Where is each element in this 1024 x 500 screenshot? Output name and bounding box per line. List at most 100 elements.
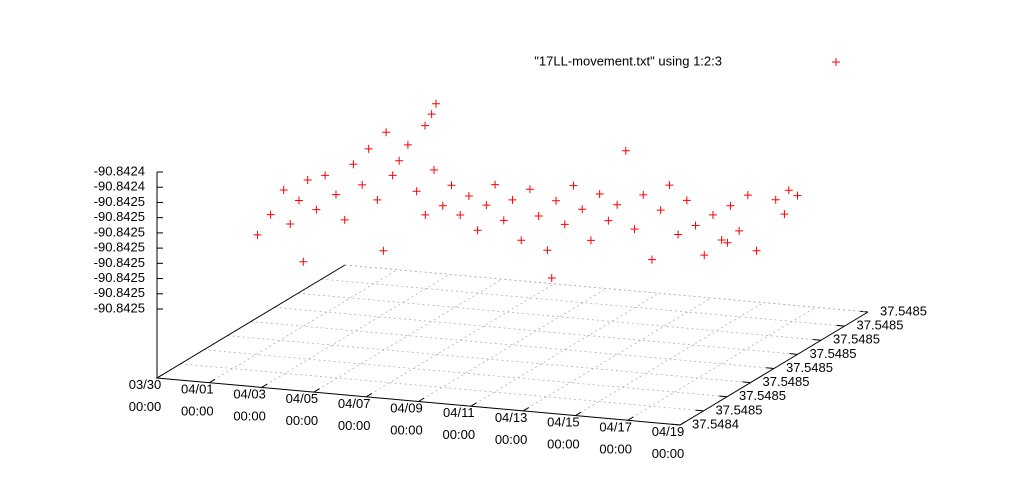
z-tick-label: -90.8425 xyxy=(94,240,145,255)
axes: 03/30 00:00 04/01 00:00 04/03 00:00 04/05 00:00… xyxy=(94,163,927,461)
grid-line xyxy=(522,297,712,412)
data-point xyxy=(647,255,656,264)
data-point xyxy=(303,175,312,184)
data-point xyxy=(735,226,744,235)
data-point xyxy=(586,236,595,245)
grid-line xyxy=(575,302,764,416)
x-tick-label: 04/01 00:00 xyxy=(181,382,214,419)
data-point xyxy=(253,230,262,239)
data-point xyxy=(723,238,732,247)
data-point xyxy=(700,251,709,260)
data-point xyxy=(656,206,665,215)
grid-line xyxy=(313,278,503,393)
data-point xyxy=(331,190,340,199)
data-point xyxy=(349,160,358,169)
grid-line xyxy=(470,292,660,407)
x-tick-label: 04/07 00:00 xyxy=(338,396,371,433)
data-point xyxy=(456,210,465,219)
z-tick-label: -90.8425 xyxy=(94,224,145,239)
data-point xyxy=(299,257,308,266)
x-tick-mark xyxy=(365,392,373,398)
data-point xyxy=(395,156,404,165)
data-point xyxy=(780,210,789,219)
x-tick-label: 04/09 00:00 xyxy=(390,401,423,438)
grid-line xyxy=(365,283,555,398)
data-point xyxy=(793,191,802,200)
data-point xyxy=(499,216,508,225)
y-tick-label: 37.5485 xyxy=(786,360,833,375)
data-point xyxy=(286,220,295,229)
data-point xyxy=(266,210,275,219)
y-tick-label: 37.5485 xyxy=(716,402,763,417)
x-tick-label: 04/15 00:00 xyxy=(547,415,580,452)
legend-label: "17LL-movement.txt" using 1:2:3 xyxy=(534,53,722,68)
z-tick-label: -90.8424 xyxy=(94,163,145,178)
data-point xyxy=(691,221,700,230)
data-point xyxy=(482,201,491,210)
z-tick-label: -90.8425 xyxy=(94,209,145,224)
z-tick-label: -90.8425 xyxy=(94,300,145,315)
data-point xyxy=(543,246,552,255)
data-point xyxy=(447,181,456,190)
y-tick-mark xyxy=(789,353,798,355)
y-tick-label: 37.5485 xyxy=(739,388,786,403)
x-tick-mark xyxy=(575,411,582,417)
y-tick-label: 37.5485 xyxy=(880,303,927,318)
data-point xyxy=(431,99,440,108)
y-tick-mark xyxy=(766,367,775,369)
data-point xyxy=(784,186,793,195)
x-tick-label: 04/13 00:00 xyxy=(495,410,528,447)
y-tick-label: 37.5485 xyxy=(857,318,904,333)
x-tick-label: 04/11 00:00 xyxy=(443,406,476,443)
x-tick-label: 04/19 00:00 xyxy=(652,424,685,461)
data-points xyxy=(253,99,802,283)
z-tick-label: -90.8425 xyxy=(94,255,145,270)
data-point xyxy=(427,110,436,119)
data-point xyxy=(752,246,761,255)
y-tick-label: 37.5485 xyxy=(810,346,857,361)
data-point xyxy=(534,211,543,220)
data-point xyxy=(373,195,382,204)
data-point xyxy=(717,236,726,244)
y-tick-label: 37.5484 xyxy=(692,416,739,431)
data-point xyxy=(630,225,639,234)
data-point xyxy=(517,236,526,245)
grid-line xyxy=(418,288,607,402)
data-point xyxy=(547,274,556,283)
legend-symbol xyxy=(832,58,840,66)
y-tick-mark xyxy=(695,409,704,412)
y-tick-label: 37.5485 xyxy=(833,332,880,347)
legend: "17LL-movement.txt" using 1:2:3 xyxy=(534,53,840,68)
data-point xyxy=(279,185,288,194)
data-point xyxy=(743,191,752,200)
data-point xyxy=(340,215,349,224)
grid-line xyxy=(627,306,816,421)
x-tick-label: 03/30 00:00 xyxy=(129,377,162,414)
grid-line xyxy=(209,269,398,384)
x-tick-mark xyxy=(261,383,268,388)
grid-line xyxy=(261,274,450,388)
x-tick-mark xyxy=(470,402,477,407)
x-tick-label: 04/05 00:00 xyxy=(286,392,319,429)
data-point xyxy=(321,171,330,180)
data-point xyxy=(358,180,367,189)
x-tick-label: 04/03 00:00 xyxy=(233,387,266,424)
x-tick-mark xyxy=(418,397,425,402)
data-point xyxy=(403,140,412,149)
data-point xyxy=(412,187,421,196)
data-point xyxy=(491,180,500,189)
y-tick-mark xyxy=(813,339,822,341)
data-point xyxy=(771,195,780,204)
y-tick-mark xyxy=(742,381,751,384)
data-point xyxy=(674,230,683,239)
data-point xyxy=(682,196,691,205)
data-point xyxy=(382,128,391,137)
base-border xyxy=(155,264,869,426)
data-point xyxy=(708,210,717,219)
data-point xyxy=(560,220,569,229)
data-point xyxy=(388,171,397,180)
y-tick-label: 37.5485 xyxy=(763,374,810,389)
data-point xyxy=(639,190,648,199)
z-tick-label: -90.8425 xyxy=(94,270,145,285)
